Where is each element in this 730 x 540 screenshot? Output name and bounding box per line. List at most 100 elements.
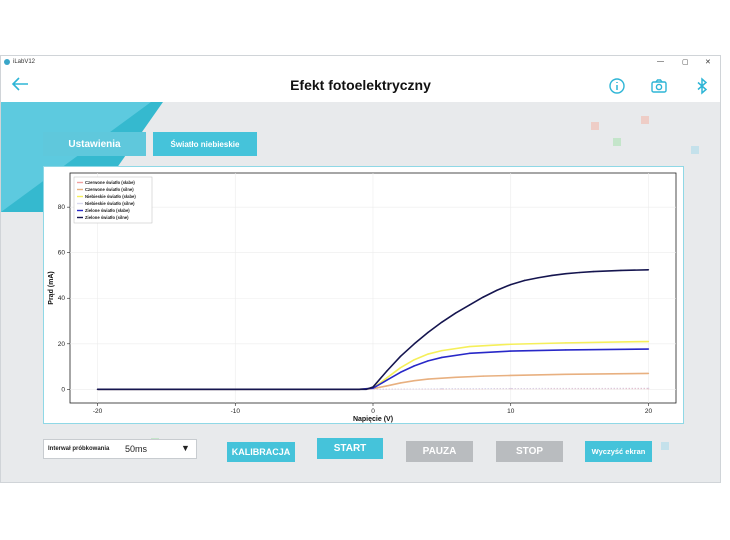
data-point <box>413 343 416 345</box>
calibrate-button[interactable]: KALIBRACJA <box>227 442 295 462</box>
data-point <box>427 378 429 380</box>
pause-button[interactable]: PAUZA <box>406 441 473 462</box>
legend-box <box>73 176 153 224</box>
app-window: iLabV12 — ▢ ✕ Efekt fotoelektryczny Usta… <box>0 55 721 483</box>
maximize-button[interactable]: ▢ <box>682 59 689 66</box>
data-point <box>454 312 457 314</box>
legend-item: Zielone światło (silne) <box>85 215 129 220</box>
data-point <box>565 349 567 351</box>
decorative-square <box>641 116 649 124</box>
data-point <box>427 331 429 334</box>
data-point <box>413 359 416 361</box>
data-point <box>399 367 402 369</box>
app-header: Efekt fotoelektryczny <box>1 70 720 102</box>
control-bar: Interwał próbkowania 50ms ▼ KALIBRACJA S… <box>1 436 720 466</box>
x-axis-label: Napięcie (V) <box>353 416 393 423</box>
data-point <box>565 272 567 275</box>
data-point <box>427 360 429 362</box>
data-point <box>592 270 595 273</box>
data-point <box>372 386 374 388</box>
data-point <box>482 296 484 298</box>
data-point <box>551 274 553 277</box>
data-point <box>537 277 539 279</box>
sampling-interval-label: Interwał próbkowania <box>48 446 110 452</box>
data-point <box>96 388 99 391</box>
y-tick-label: 20 <box>58 341 66 348</box>
data-point <box>413 365 416 367</box>
window-title: iLabV12 <box>13 59 36 65</box>
data-point <box>441 321 443 323</box>
data-point <box>441 356 443 359</box>
bluetooth-icon[interactable] <box>692 76 712 96</box>
data-point <box>578 271 581 274</box>
data-point <box>468 345 471 348</box>
data-point <box>510 343 512 345</box>
minimize-button[interactable]: — <box>657 58 664 65</box>
data-point <box>510 350 512 352</box>
stop-button[interactable]: STOP <box>496 441 563 462</box>
clear-screen-button[interactable]: Wyczyść ekran <box>585 441 652 462</box>
data-point <box>565 342 567 344</box>
chevron-down-icon[interactable]: ▼ <box>181 443 190 453</box>
legend: Czerwone światło (słabe) Czerwone światło… <box>73 176 153 224</box>
legend-item: Niebieskie światło (słabe) <box>85 194 136 199</box>
data-point <box>399 355 402 358</box>
close-button[interactable]: ✕ <box>705 59 711 66</box>
sampling-interval-select[interactable]: Interwał próbkowania 50ms ▼ <box>43 439 197 459</box>
data-point <box>386 377 388 379</box>
data-point <box>454 376 457 378</box>
decorative-square <box>591 122 599 130</box>
data-point <box>468 304 471 306</box>
data-point <box>441 387 443 390</box>
chart-panel: -20 -10 0 10 20 0 20 40 60 80 Napięcie (V) Prąd (mA… <box>43 166 684 424</box>
data-point <box>523 279 526 282</box>
data-point <box>441 349 443 352</box>
legend-item: Czerwone światło (słabe) <box>85 180 135 185</box>
data-point <box>386 379 388 381</box>
data-point <box>399 371 402 373</box>
current-voltage-chart: -20 -10 0 10 20 0 20 40 60 80 Napięcie (V) Prąd (mA… <box>48 172 677 423</box>
sampling-interval-value: 50ms <box>125 444 148 454</box>
data-point <box>510 283 512 286</box>
y-tick-label: 0 <box>61 386 65 393</box>
decorative-square <box>613 138 621 146</box>
legend-item: Zielone światło (słabe) <box>85 208 130 213</box>
data-point <box>647 269 650 271</box>
y-tick-label: 80 <box>58 204 66 211</box>
data-point <box>468 352 471 355</box>
data-point <box>510 374 512 377</box>
data-point <box>413 379 416 382</box>
data-point <box>427 353 429 355</box>
data-point <box>620 269 622 272</box>
data-point <box>386 370 388 372</box>
camera-icon[interactable] <box>649 76 669 96</box>
x-tick-label: 0 <box>371 408 375 415</box>
tab-blue-light[interactable]: Światło niebieskie <box>153 132 257 156</box>
main-content: Ustawienia Światło niebieskie -20 -10 0 10 2… <box>1 102 720 482</box>
legend-item: Niebieskie światło (silne) <box>85 201 135 206</box>
app-icon <box>4 59 10 65</box>
decorative-square <box>691 146 699 154</box>
page-title: Efekt fotoelektryczny <box>290 77 431 93</box>
data-point <box>510 387 512 390</box>
start-button[interactable]: START <box>317 438 383 459</box>
y-tick-label: 40 <box>58 295 66 302</box>
arrow-left-icon[interactable] <box>11 76 29 97</box>
data-point <box>647 348 650 350</box>
data-point <box>365 388 367 391</box>
window-titlebar: iLabV12 — ▢ ✕ <box>1 56 720 70</box>
tab-settings[interactable]: Ustawienia <box>43 132 146 156</box>
data-point <box>482 375 484 377</box>
info-icon[interactable] <box>607 76 627 96</box>
data-point <box>647 387 650 389</box>
y-tick-label: 60 <box>58 250 66 257</box>
x-tick-label: -20 <box>93 408 103 415</box>
y-axis-label: Prąd (mA) <box>48 271 55 304</box>
x-tick-label: -10 <box>231 408 241 415</box>
data-point <box>647 372 650 375</box>
data-point <box>565 373 567 376</box>
data-point <box>386 385 388 387</box>
legend-item: Czerwone światło (silne) <box>85 187 134 192</box>
x-tick-label: 10 <box>507 408 515 415</box>
data-point <box>399 382 402 384</box>
